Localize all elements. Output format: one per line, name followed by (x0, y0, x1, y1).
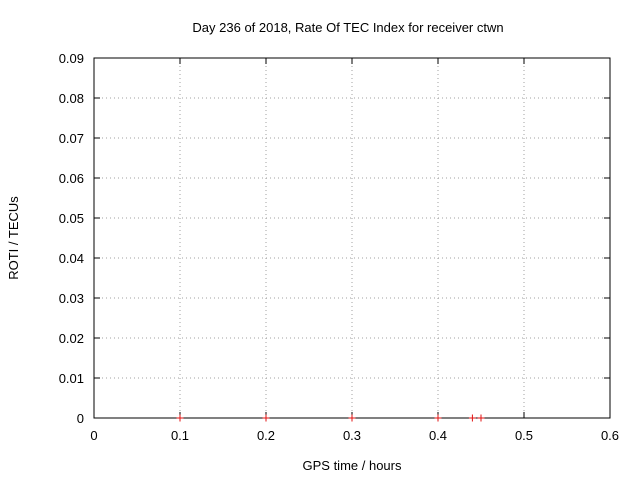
x-tick-label: 0.4 (429, 428, 447, 443)
data-point (348, 414, 356, 422)
data-point (434, 414, 442, 422)
axis-ticks: 0 0.1 0.2 0.3 0.4 0.5 0.6 0 0.01 0.02 0.03 0.04 0.05… (59, 51, 619, 443)
x-tick-label: 0.3 (343, 428, 361, 443)
x-tick-label: 0.5 (515, 428, 533, 443)
y-tick-label: 0.03 (59, 291, 84, 306)
x-tick-label: 0.1 (171, 428, 189, 443)
y-tick-label: 0.08 (59, 91, 84, 106)
data-point (176, 414, 184, 422)
data-point (468, 414, 476, 422)
y-tick-label: 0.04 (59, 251, 84, 266)
data-points (176, 414, 485, 422)
y-tick-label: 0.07 (59, 131, 84, 146)
x-tick-label: 0.6 (601, 428, 619, 443)
y-tick-label: 0.01 (59, 371, 84, 386)
y-tick-label: 0 (77, 411, 84, 426)
y-tick-label: 0.02 (59, 331, 84, 346)
x-axis-label: GPS time / hours (303, 458, 402, 473)
y-tick-label: 0.06 (59, 171, 84, 186)
data-point (477, 414, 485, 422)
x-tick-label: 0 (90, 428, 97, 443)
y-tick-label: 0.09 (59, 51, 84, 66)
data-point (262, 414, 270, 422)
chart-title: Day 236 of 2018, Rate Of TEC Index for r… (192, 20, 503, 35)
x-tick-label: 0.2 (257, 428, 275, 443)
y-tick-label: 0.05 (59, 211, 84, 226)
y-axis-label: ROTI / TECUs (6, 196, 21, 280)
grid (94, 58, 610, 418)
